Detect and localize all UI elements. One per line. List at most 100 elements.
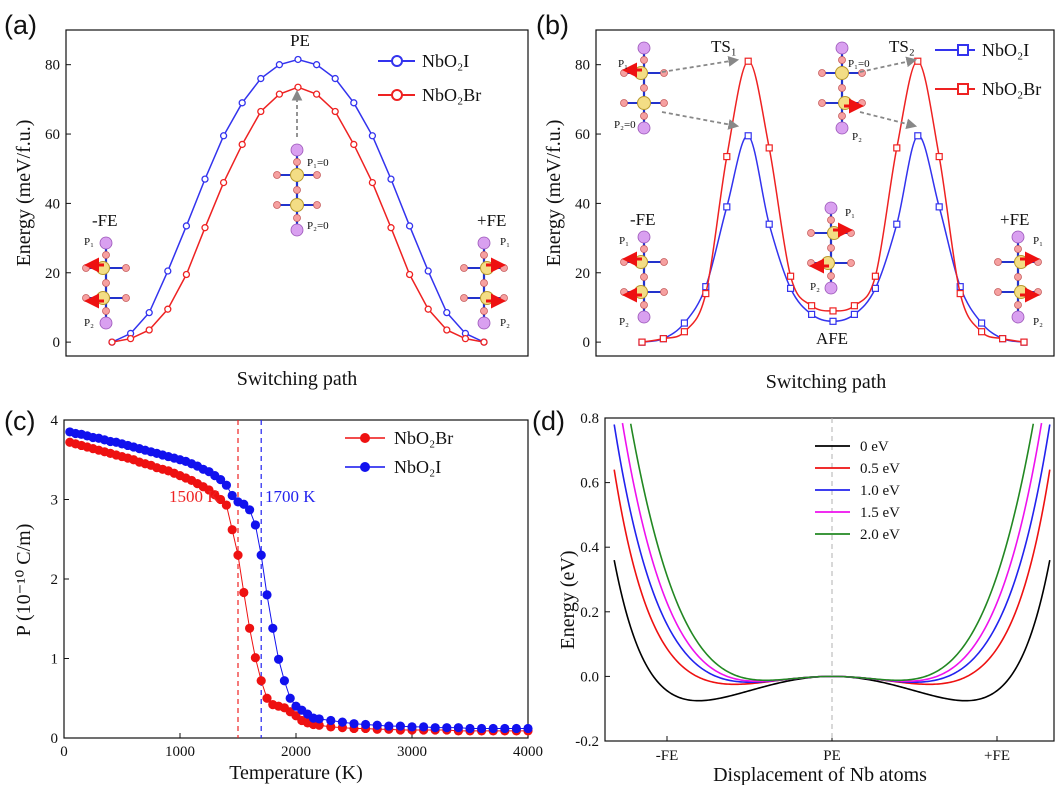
b-p1zero-tr: P₁=0 <box>848 58 870 70</box>
a-left-p1: P₁ <box>84 236 94 248</box>
data-point <box>935 152 943 161</box>
panel-a-minusfe-label: -FE <box>92 211 118 230</box>
o-atom <box>847 259 855 267</box>
x-tick-label: 3000 <box>397 744 427 760</box>
x-tick-label: -FE <box>656 748 679 764</box>
data-point <box>453 723 463 733</box>
data-point <box>256 550 266 560</box>
o-atom <box>313 171 321 179</box>
legend-a-nbo2i: NbO₂I <box>422 51 469 71</box>
data-point <box>285 693 295 703</box>
nb-atom <box>290 168 304 182</box>
panel-b-ts1: TS₁ <box>711 37 737 56</box>
y-tick-label: 0.4 <box>580 540 599 556</box>
data-point <box>257 107 265 116</box>
o-atom <box>640 273 648 281</box>
y-tick-label: 80 <box>575 58 590 74</box>
data-point <box>977 319 986 327</box>
panel-c-frame <box>63 419 529 739</box>
data-point <box>680 319 689 327</box>
o-atom <box>1014 273 1022 281</box>
y-tick-label: 60 <box>575 127 590 143</box>
data-point <box>808 310 816 318</box>
y-tick-label: 0.8 <box>580 411 599 427</box>
data-point <box>424 267 432 275</box>
data-point <box>250 520 260 530</box>
data-point <box>361 719 371 730</box>
data-point <box>893 144 901 152</box>
y-tick-label: 80 <box>45 58 60 74</box>
o-atom <box>1014 301 1022 309</box>
data-point <box>201 224 209 232</box>
o-atom <box>827 272 835 280</box>
data-point <box>914 132 922 140</box>
data-point <box>405 222 414 230</box>
o-atom <box>293 186 301 194</box>
panel-c-xlabel: Temperature (K) <box>229 762 363 784</box>
x-tick-label: 4000 <box>513 744 543 760</box>
nb-atom <box>1014 255 1028 269</box>
data-point <box>638 338 646 346</box>
nb-atom <box>1014 285 1028 299</box>
data-point <box>312 90 321 98</box>
halogen-atom <box>477 236 491 250</box>
x-tick-label: PE <box>823 748 841 764</box>
x-tick-label: +FE <box>984 748 1010 764</box>
panel-d-legend: 0 eV 0.5 eV 1.0 eV 1.5 eV 2.0 eV <box>815 439 900 543</box>
data-point <box>219 132 228 140</box>
panel-c-ylabel: P (10⁻¹⁰ C/m) <box>13 524 35 637</box>
data-point <box>275 61 284 69</box>
y-tick-label: 60 <box>45 127 60 143</box>
data-point <box>387 224 395 232</box>
halogen-atom <box>99 236 113 250</box>
nb-atom <box>838 96 852 110</box>
data-point <box>935 203 943 211</box>
data-point <box>723 152 731 161</box>
y-tick-label: 20 <box>575 266 590 282</box>
panel-b-plot <box>638 57 1028 346</box>
nb-atom <box>827 226 841 240</box>
data-point <box>201 175 209 183</box>
halogen-atom <box>99 316 113 330</box>
data-point <box>256 676 266 686</box>
data-point <box>443 326 451 334</box>
panel-d-frame <box>604 417 1055 742</box>
halogen-atom <box>1011 310 1025 324</box>
data-point <box>723 203 731 211</box>
o-atom <box>1014 245 1022 253</box>
o-atom <box>102 251 110 259</box>
data-point <box>480 338 488 346</box>
data-point <box>680 328 689 336</box>
data-point <box>350 140 358 149</box>
a-right-p2: P₂ <box>500 317 510 329</box>
halogen-atom <box>637 230 651 244</box>
a-left-p2: P₂ <box>84 317 94 329</box>
o-atom <box>313 201 321 209</box>
panel-c-legend: NbO₂Br NbO₂I <box>345 428 453 477</box>
data-point <box>221 480 231 490</box>
panel-d-label: (d) <box>532 406 565 436</box>
o-atom <box>480 251 488 259</box>
data-point <box>1020 338 1028 346</box>
data-point <box>238 99 246 107</box>
panel-c-axes: 0 1 2 3 4 0 1000 2000 3000 4000 <box>51 413 544 760</box>
legend-label: 0 eV <box>860 439 889 455</box>
y-tick-label: 20 <box>45 266 60 282</box>
data-point <box>488 723 498 734</box>
data-point <box>424 305 432 313</box>
o-atom <box>102 279 110 287</box>
panel-b-frame <box>595 29 1055 357</box>
data-point <box>893 220 901 228</box>
panel-a: (a) 0 20 40 60 80 Energy (meV/f.u.) Switchin… <box>4 10 529 390</box>
data-point <box>227 525 237 535</box>
data-point <box>326 715 336 726</box>
panel-d-xlabel: Displacement of Nb atoms <box>713 764 927 785</box>
y-tick-label: 0 <box>51 731 59 747</box>
panel-b-minusfe: -FE <box>630 210 656 229</box>
data-point <box>999 335 1007 343</box>
o-atom <box>122 294 130 302</box>
halogen-atom <box>637 121 651 135</box>
y-tick-label: 3 <box>51 493 59 509</box>
o-atom <box>660 258 668 266</box>
data-point <box>250 653 260 663</box>
